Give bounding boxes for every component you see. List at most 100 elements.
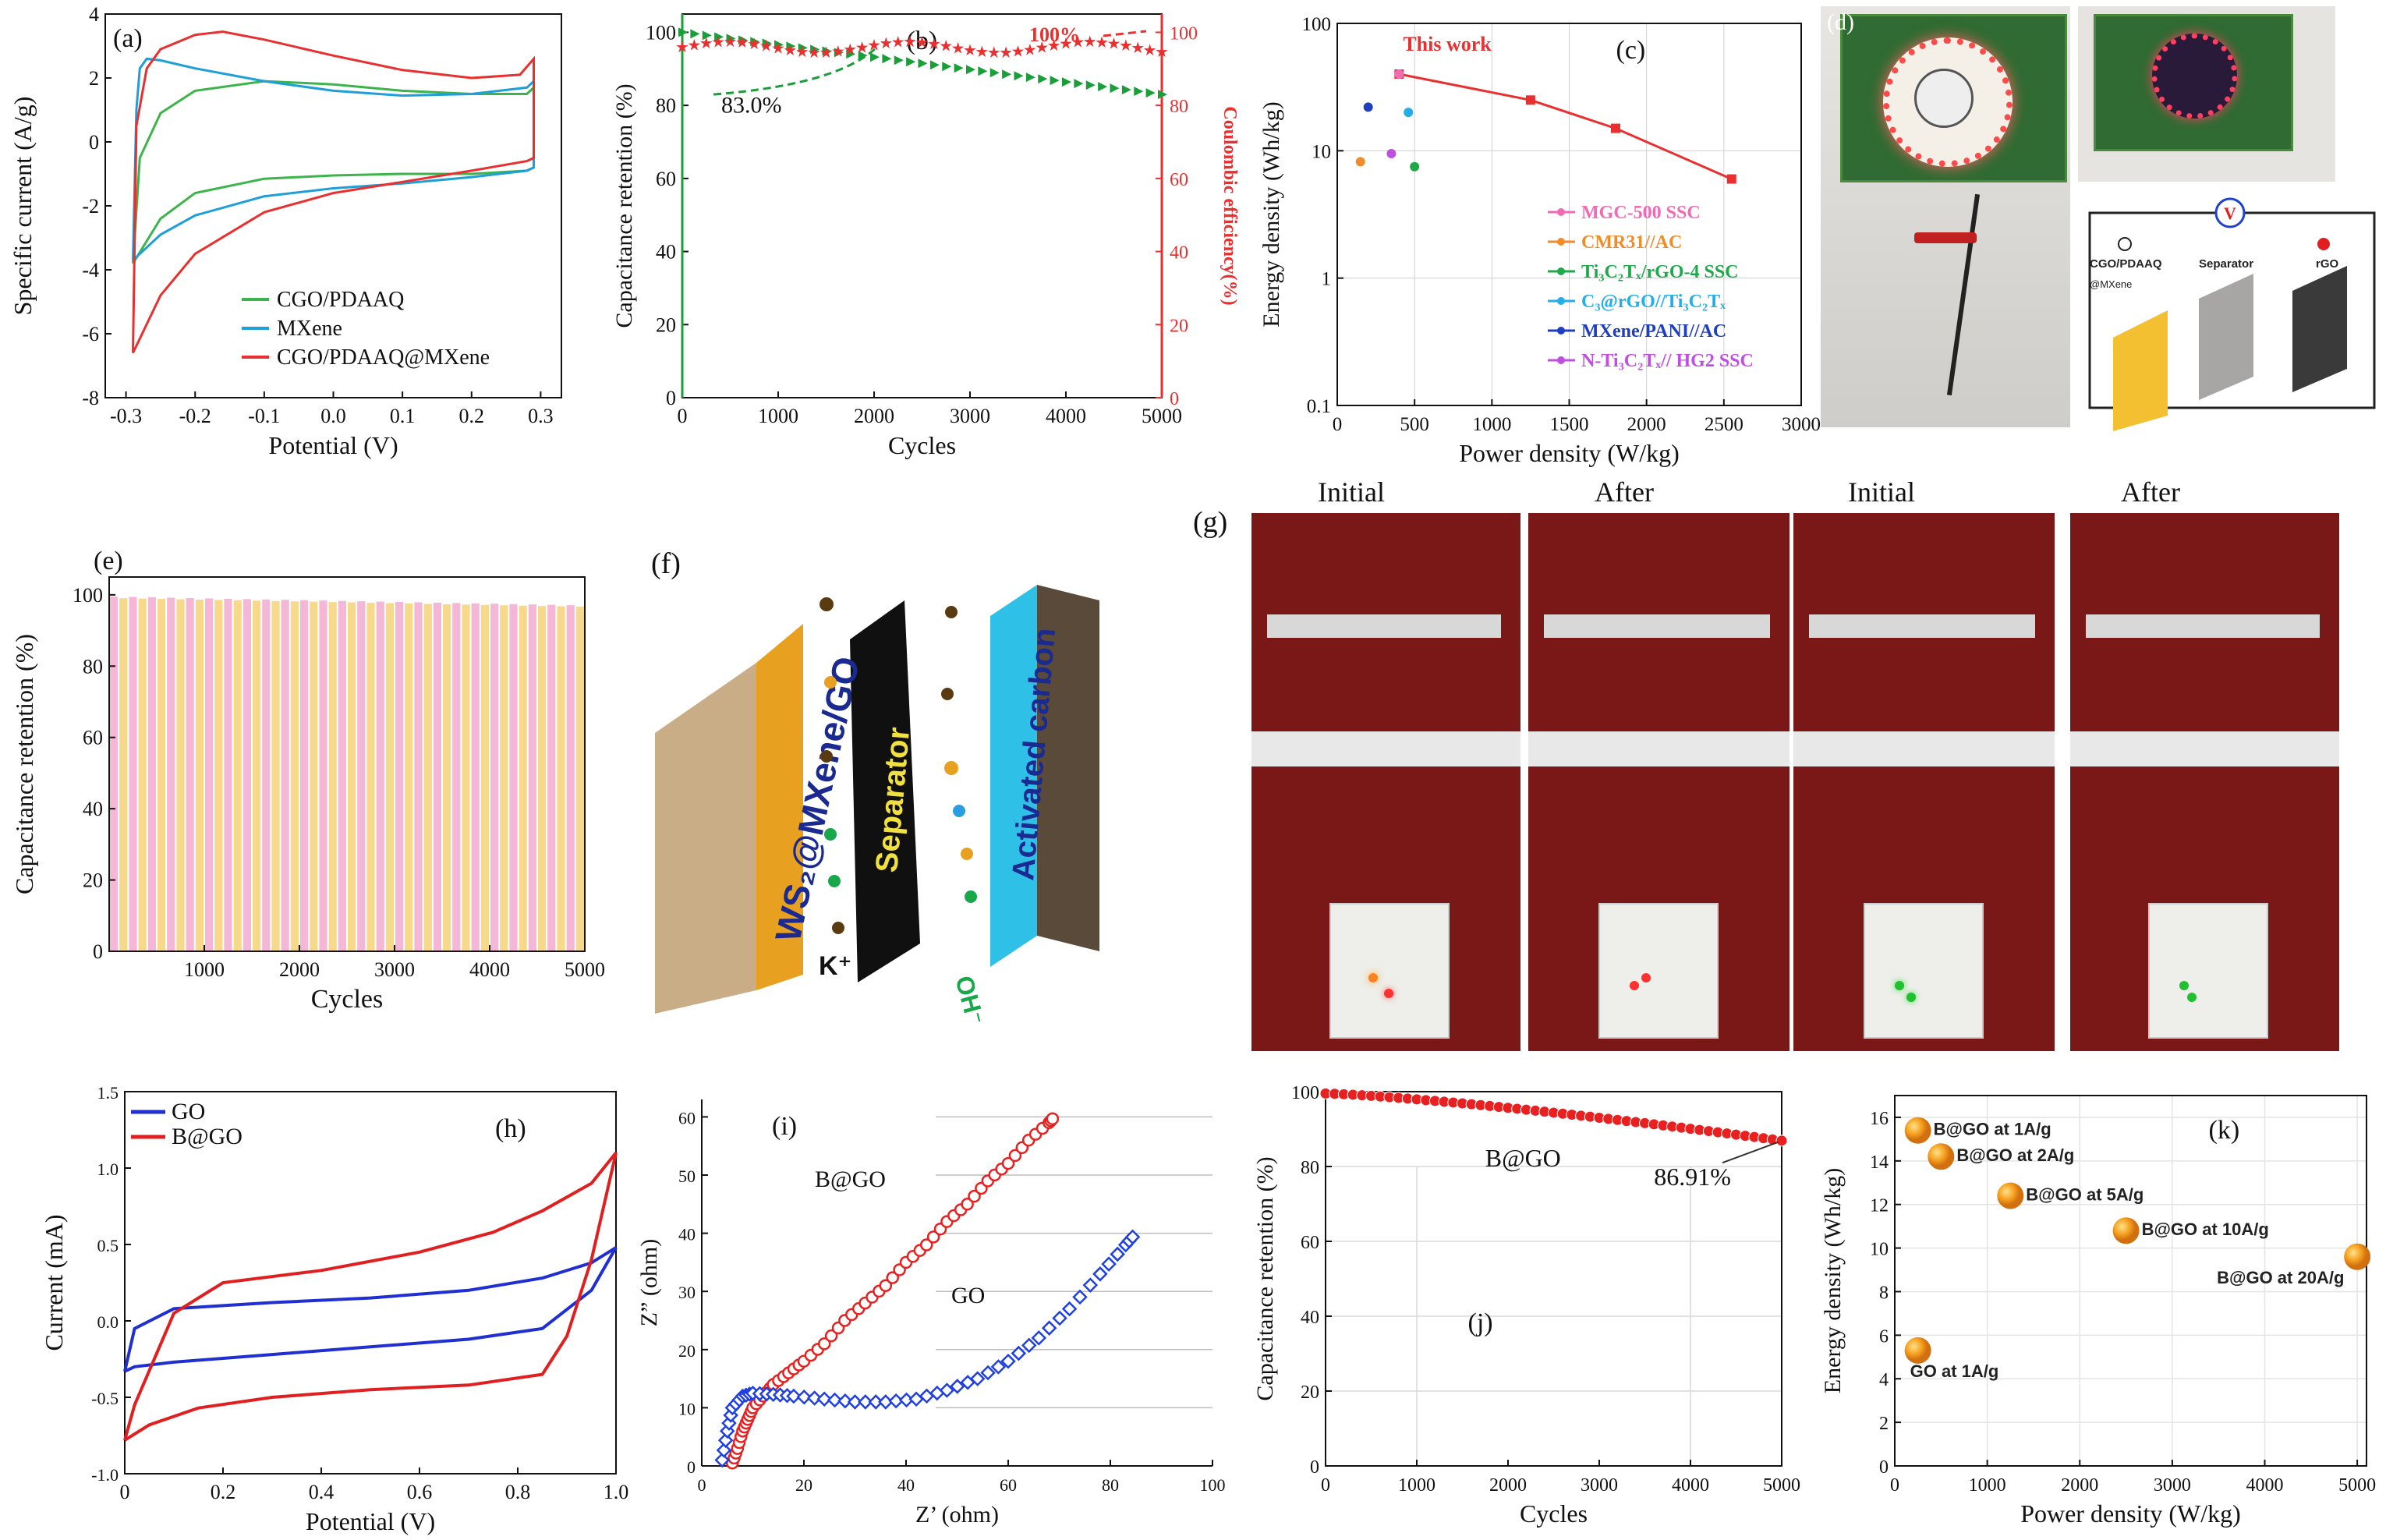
panel-h: 0 0.2 0.4 0.6 0.8 1.0 -1.0 -0.5 0.0 0.5 1.0 1.5 Pote… — [0, 1068, 639, 1536]
nyquist-marker-B@GO — [1001, 1156, 1015, 1170]
bar-yellow — [348, 602, 356, 951]
literature-point-2 — [1410, 161, 1420, 172]
y-tick-label-e: 100 — [73, 584, 103, 607]
retention-marker — [858, 51, 868, 61]
bar-pink — [395, 602, 404, 951]
y-tick-label-e: 0 — [93, 940, 103, 963]
x-tick-label-k: 1000 — [1969, 1475, 2006, 1496]
retention-marker — [942, 62, 952, 72]
legend-label-c-3: C₃@rGO//Ti₃C₂Tₓ — [1581, 292, 1726, 312]
y-tick-label-e: 20 — [83, 869, 103, 892]
x-tick-label-h: 0.6 — [407, 1481, 433, 1503]
retention-marker — [1025, 73, 1035, 83]
anode-sub-label: @MXene — [2090, 278, 2132, 290]
retention-marker — [1014, 71, 1024, 81]
point-label-k-0: B@GO at 1A/g — [1934, 1120, 2051, 1139]
bar-pink — [509, 604, 518, 951]
nyquist-marker-GO — [1082, 1277, 1099, 1293]
nyquist-marker-B@GO — [926, 1230, 940, 1244]
y-axis-label-a: Specific current (A/g) — [9, 97, 37, 316]
retention-marker — [1062, 77, 1071, 87]
efficiency-marker: ★ — [963, 42, 977, 59]
series-line-MXene — [132, 57, 535, 261]
annotation-arrow-red — [1103, 30, 1147, 37]
y-tick-label-j: 60 — [1301, 1233, 1319, 1253]
x-tick-label-k: 0 — [1890, 1475, 1899, 1496]
retention-marker — [1085, 80, 1096, 90]
x-tick-label-h: 0.2 — [211, 1481, 236, 1503]
panel-i: 0 20 40 60 80 100 0 10 20 30 40 50 60 Z’ (ohm) Z” (ohm… — [636, 1068, 1240, 1536]
efficiency-marker: ★ — [1131, 40, 1145, 57]
panel-g-label: (g) — [1193, 506, 1228, 539]
retention-marker — [714, 32, 724, 42]
bar-yellow — [176, 599, 185, 951]
nyquist-marker-GO — [837, 1393, 853, 1409]
y-tick-label-k: 16 — [1870, 1109, 1889, 1129]
bar-pink — [338, 600, 346, 951]
nyquist-marker-GO — [1011, 1345, 1027, 1361]
legend-dot-c-4 — [1557, 327, 1565, 335]
panel-e: 1000 2000 3000 4000 5000 0 20 40 60 80 100 Cycles Ca… — [0, 499, 608, 1029]
x-tick-label-e: 4000 — [469, 958, 510, 981]
series-label-j: B@GO — [1485, 1144, 1561, 1172]
efficiency-marker: ★ — [891, 34, 905, 51]
plot-frame-e — [108, 576, 586, 952]
y-tick-label-e: 80 — [83, 655, 103, 678]
bar-pink — [167, 597, 175, 951]
plot-frame-b — [681, 13, 1163, 398]
bar-yellow — [233, 600, 242, 951]
efficiency-marker: ★ — [939, 37, 953, 55]
point-k-5 — [1904, 1336, 1931, 1364]
y-tick-label-k: 10 — [1870, 1240, 1889, 1260]
bar-yellow — [462, 604, 470, 951]
y-tick-label-a: 2 — [89, 67, 99, 90]
annotation-j: 86.91% — [1654, 1163, 1731, 1191]
panel-a-label: (a) — [113, 24, 143, 53]
retention-marker — [774, 40, 784, 50]
nyquist-marker-B@GO — [1046, 1112, 1060, 1126]
legend-label-CGO/PDAAQ: CGO/PDAAQ — [277, 288, 404, 312]
x-tick-label-c: 500 — [1400, 414, 1429, 435]
nyquist-marker-B@GO — [1008, 1149, 1022, 1163]
point-k-4 — [2344, 1243, 2371, 1270]
bar-yellow — [385, 603, 394, 951]
nyquist-marker-B@GO — [919, 1238, 933, 1251]
retention-marker — [1098, 82, 1108, 92]
nyquist-marker-B@GO — [886, 1271, 899, 1284]
legend-dot-c-1 — [1557, 238, 1565, 246]
x-tick-label-e: 2000 — [279, 958, 320, 981]
bar-yellow — [214, 600, 223, 951]
chart-h: 0 0.2 0.4 0.6 0.8 1.0 -1.0 -0.5 0.0 0.5 1.0 1.5 Pote… — [40, 1083, 628, 1535]
y-tick-label-j: 80 — [1301, 1158, 1319, 1178]
bar-pink — [452, 603, 461, 951]
y-tick-label-k: 14 — [1870, 1152, 1889, 1173]
y-tick-label-h: 1.5 — [97, 1083, 119, 1103]
nyquist-marker-GO — [990, 1359, 1007, 1375]
point-k-3 — [2112, 1217, 2140, 1244]
bar-pink — [566, 605, 575, 951]
efficiency-marker: ★ — [1095, 34, 1109, 51]
x-tick-label-e: 3000 — [374, 958, 415, 981]
nyquist-marker-GO — [816, 1391, 832, 1407]
efficiency-marker: ★ — [735, 34, 749, 51]
nyquist-marker-GO — [980, 1365, 996, 1381]
y-tick-label-c: 1 — [1322, 269, 1332, 290]
efficiency-marker: ★ — [879, 35, 893, 52]
y-tick-label-a: -6 — [82, 323, 99, 345]
panel-a: -0.3 -0.2 -0.1 0.0 0.1 0.2 0.3 -8 -6 -4 -2 0 2 4 Poten… — [0, 0, 608, 476]
efficiency-marker: ★ — [1143, 42, 1157, 59]
x-tick-label-b: 2000 — [854, 405, 894, 427]
y-tick-label-h: 1.0 — [97, 1159, 119, 1179]
bar-pink — [414, 602, 423, 951]
retention-marker — [1134, 87, 1144, 97]
bar-yellow — [271, 600, 280, 951]
x-tick-label-e: 1000 — [184, 958, 225, 981]
x-axis-label-j: Cycles — [1520, 1499, 1588, 1528]
efficiency-marker: ★ — [927, 36, 941, 53]
x-tick-label-j: 1000 — [1398, 1475, 1435, 1496]
y-tick-label-b: 40 — [656, 241, 676, 264]
y-tick-label-a: 0 — [89, 131, 99, 154]
nyquist-marker-GO — [827, 1392, 843, 1408]
efficiency-marker: ★ — [903, 34, 917, 51]
